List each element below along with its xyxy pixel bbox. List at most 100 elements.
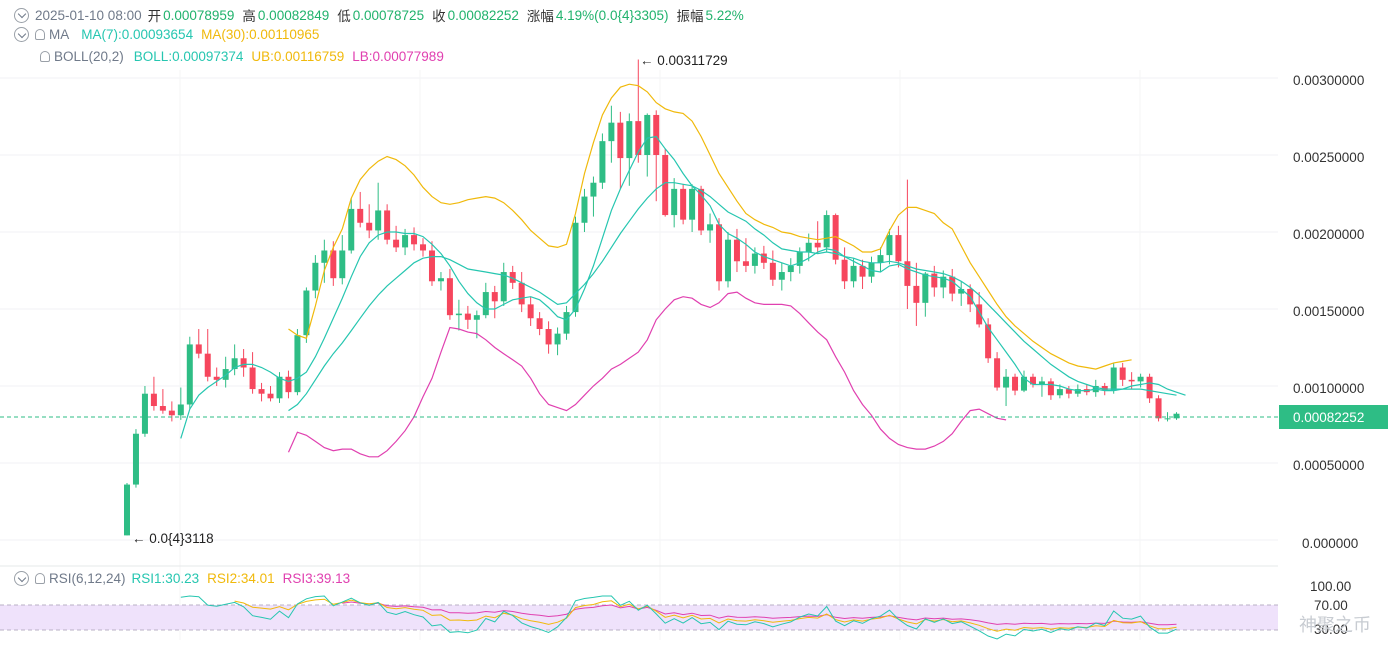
rsi-tick: 100.00 xyxy=(1310,579,1351,594)
candle-body xyxy=(186,344,193,405)
candle-body xyxy=(590,182,597,197)
candle-body xyxy=(644,114,651,155)
candle-body xyxy=(599,141,606,183)
candle-body xyxy=(375,210,382,231)
candle-body xyxy=(1101,386,1108,391)
rsi3-line xyxy=(342,601,1177,626)
candle-body xyxy=(751,253,758,266)
candle-body xyxy=(1003,376,1010,388)
candle-body xyxy=(393,239,400,248)
candle-body xyxy=(1012,376,1019,391)
collapse-chevron-icon[interactable] xyxy=(14,27,29,42)
candle-body xyxy=(976,304,983,325)
high-annotation: ← 0.00311729 xyxy=(640,53,728,68)
candle-body xyxy=(581,196,588,223)
candle-body xyxy=(662,155,669,216)
candle-body xyxy=(366,222,373,231)
candle-body xyxy=(411,235,418,245)
price-tick: 0.00250000 xyxy=(1293,150,1364,165)
bell-icon[interactable] xyxy=(35,29,45,40)
candle-body xyxy=(357,208,364,223)
candle-body xyxy=(1021,376,1027,391)
low-annotation: ← 0.0{4}3118 xyxy=(132,531,214,546)
current-price-label: 0.00082252 xyxy=(1293,410,1364,425)
candle-body xyxy=(500,272,507,302)
candle-body xyxy=(545,329,552,345)
candle-body xyxy=(778,272,785,280)
price-tick: 0.000000 xyxy=(1302,536,1358,551)
candle-body xyxy=(653,114,660,155)
candle-body xyxy=(285,376,292,393)
candle-body xyxy=(680,188,687,220)
ma7-line xyxy=(180,135,1186,439)
boll-mid-line xyxy=(288,182,1177,412)
candle-body xyxy=(428,250,435,282)
candle-body xyxy=(823,215,830,248)
candle-body xyxy=(159,406,166,411)
candle-body xyxy=(877,255,884,263)
candle-body xyxy=(1047,381,1054,396)
candle-body xyxy=(841,259,848,282)
candle-body xyxy=(832,215,839,260)
price-tick: 0.00200000 xyxy=(1293,227,1364,242)
bell-icon[interactable] xyxy=(40,51,50,62)
candle-body xyxy=(446,278,453,316)
candle-body xyxy=(787,265,794,273)
current-price-badge xyxy=(1279,405,1388,429)
boll-lower-line xyxy=(287,291,1007,458)
datetime: 2025-01-10 08:00 xyxy=(35,7,142,23)
candle-body xyxy=(321,250,328,263)
price-tick: 0.00300000 xyxy=(1293,73,1364,88)
candle-body xyxy=(904,261,911,286)
candle-body xyxy=(168,410,175,416)
candle-body xyxy=(437,278,444,282)
candle-body xyxy=(1110,367,1117,391)
candle-body xyxy=(1137,376,1144,382)
candle-body xyxy=(958,288,965,294)
candle-body xyxy=(249,367,256,390)
candle-body xyxy=(1074,389,1081,394)
candle-body xyxy=(796,252,803,266)
candle-body xyxy=(267,393,274,399)
bell-icon[interactable] xyxy=(35,573,45,584)
candle-body xyxy=(707,224,714,231)
collapse-chevron-icon[interactable] xyxy=(14,571,29,586)
candle-body xyxy=(1128,379,1135,382)
candle-body xyxy=(420,244,427,251)
candle-body xyxy=(348,208,355,251)
candle-body xyxy=(1119,367,1126,380)
candle-body xyxy=(491,292,498,302)
candle-body xyxy=(617,122,624,159)
chart-gridlines xyxy=(0,70,1278,640)
candle-body xyxy=(141,393,148,434)
candles xyxy=(124,59,1180,536)
candle-body xyxy=(931,273,938,288)
rsi-legend: RSI(6,12,24) RSI1:30.23 RSI2:34.01 RSI3:… xyxy=(14,571,358,586)
collapse-chevron-icon[interactable] xyxy=(14,7,29,23)
candle-body xyxy=(303,290,310,336)
price-tick: 0.00150000 xyxy=(1293,304,1364,319)
candle-body xyxy=(635,121,642,155)
rsi2-line xyxy=(234,598,1177,632)
candle-body xyxy=(733,239,740,262)
candle-body xyxy=(455,313,462,316)
candle-body xyxy=(698,188,705,231)
candle-body xyxy=(805,242,812,253)
rsi-tick: 70.00 xyxy=(1314,598,1348,613)
candle-body xyxy=(294,335,301,393)
candle-body xyxy=(402,235,409,248)
candle-body xyxy=(814,242,821,248)
candle-body xyxy=(913,285,920,303)
candle-body xyxy=(204,353,211,377)
candle-body xyxy=(339,250,346,279)
candle-body xyxy=(258,389,265,394)
candle-body xyxy=(1164,418,1171,420)
candle-body xyxy=(518,282,525,305)
candle-body xyxy=(132,433,139,485)
price-tick: 0.00050000 xyxy=(1293,458,1364,473)
ohlc-legend: 2025-01-10 08:00 开 0.00078959 高 0.00082849… xyxy=(14,5,752,25)
candle-body xyxy=(608,122,615,142)
candle-body xyxy=(124,484,130,536)
rsi-axis: 100.00 70.00 30.00 xyxy=(1310,579,1351,637)
